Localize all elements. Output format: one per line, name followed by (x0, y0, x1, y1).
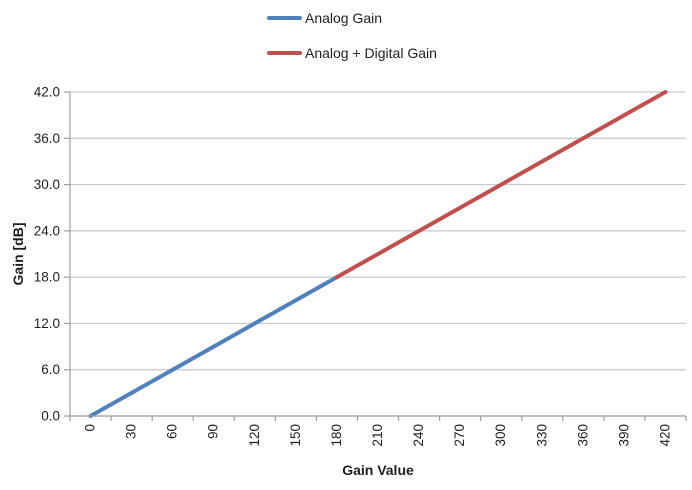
y-tick-label: 24.0 (34, 223, 60, 238)
x-axis-title: Gain Value (342, 462, 414, 478)
x-tick-label: 240 (411, 424, 426, 447)
y-tick-label: 0.0 (41, 409, 60, 424)
y-tick-label: 30.0 (34, 177, 60, 192)
legend-item-analog-gain: Analog Gain (267, 8, 437, 28)
y-tick-label: 42.0 (34, 85, 60, 100)
series-line-0 (88, 275, 339, 418)
x-tick-label: 90 (206, 424, 221, 439)
x-tick-label: 330 (534, 424, 549, 447)
x-tick-label: 210 (370, 424, 385, 447)
y-axis-title: Gain [dB] (10, 222, 26, 286)
x-tick-label: 270 (452, 424, 467, 447)
legend-label: Analog Gain (305, 10, 383, 26)
x-tick-label: 390 (616, 424, 631, 447)
y-tick-label: 18.0 (34, 270, 60, 285)
y-tick-label: 12.0 (34, 316, 60, 331)
series-line-1 (334, 90, 668, 280)
x-tick-label: 180 (329, 424, 344, 447)
x-tick-label: 420 (657, 424, 672, 447)
legend-label: Analog + Digital Gain (305, 45, 437, 61)
legend-item-analog-digital-gain: Analog + Digital Gain (267, 43, 437, 63)
chart-legend: Analog Gain Analog + Digital Gain (267, 8, 437, 63)
x-tick-label: 300 (493, 424, 508, 447)
x-tick-label: 60 (165, 424, 180, 439)
x-tick-label: 360 (575, 424, 590, 447)
x-tick-label: 120 (247, 424, 262, 447)
x-tick-label: 150 (288, 424, 303, 447)
legend-line-swatch (267, 16, 302, 20)
x-tick-label: 0 (83, 424, 98, 432)
y-tick-label: 6.0 (41, 362, 60, 377)
y-tick-label: 36.0 (34, 131, 60, 146)
legend-line-swatch (267, 51, 302, 55)
x-tick-label: 30 (124, 424, 139, 439)
